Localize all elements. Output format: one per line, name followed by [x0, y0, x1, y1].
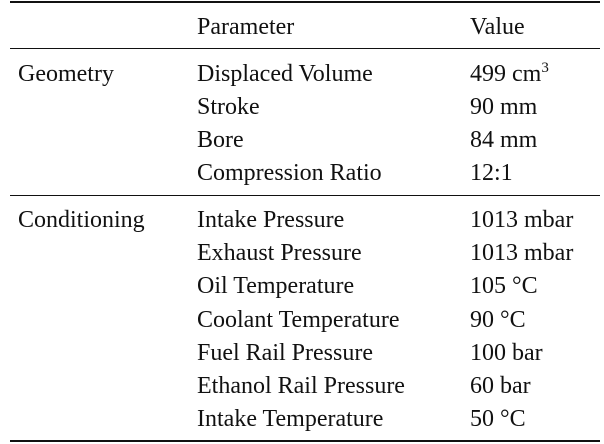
bottom-rule	[10, 440, 600, 442]
value-intake-temperature: 50 °C	[470, 406, 526, 432]
param-intake-pressure: Intake Pressure	[197, 207, 345, 233]
value-fuel-rail-pressure: 100 bar	[470, 340, 543, 366]
param-intake-temperature: Intake Temperature	[197, 406, 384, 432]
param-fuel-rail-pressure: Fuel Rail Pressure	[197, 340, 373, 366]
value-oil-temperature: 105 °C	[470, 273, 538, 299]
value-intake-pressure: 1013 mbar	[470, 207, 574, 233]
section-rule	[10, 195, 600, 196]
value-bore: 84 mm	[470, 127, 538, 153]
group-conditioning: Conditioning	[18, 207, 145, 233]
value-coolant-temperature: 90 °C	[470, 307, 526, 333]
param-displaced-volume: Displaced Volume	[197, 61, 373, 87]
value-ethanol-rail-pressure: 60 bar	[470, 373, 531, 399]
param-ethanol-rail-pressure: Ethanol Rail Pressure	[197, 373, 405, 399]
value-stroke: 90 mm	[470, 94, 538, 120]
value-compression-ratio: 12:1	[470, 160, 513, 186]
param-stroke: Stroke	[197, 94, 260, 120]
param-coolant-temperature: Coolant Temperature	[197, 307, 400, 333]
top-rule	[10, 1, 600, 3]
value-displaced-volume: 499 cm3	[470, 60, 549, 87]
header-rule	[10, 48, 600, 49]
param-bore: Bore	[197, 127, 244, 153]
value-exhaust-pressure: 1013 mbar	[470, 240, 574, 266]
value-superscript: 3	[541, 60, 549, 76]
header-value: Value	[470, 14, 525, 40]
group-geometry: Geometry	[18, 61, 114, 87]
param-compression-ratio: Compression Ratio	[197, 160, 382, 186]
header-parameter: Parameter	[197, 14, 295, 40]
param-oil-temperature: Oil Temperature	[197, 273, 355, 299]
param-exhaust-pressure: Exhaust Pressure	[197, 240, 362, 266]
